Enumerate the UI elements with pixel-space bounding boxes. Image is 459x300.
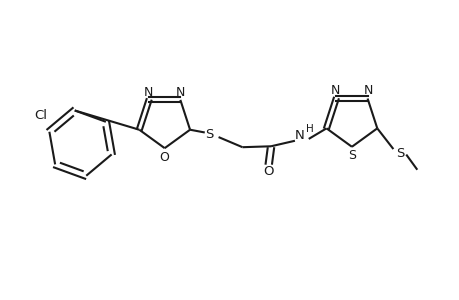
Text: N: N (176, 85, 185, 99)
Text: O: O (263, 165, 274, 178)
Text: N: N (294, 129, 304, 142)
Text: N: N (330, 84, 340, 97)
Text: Cl: Cl (34, 109, 47, 122)
Text: H: H (305, 124, 313, 134)
Text: O: O (159, 151, 169, 164)
Text: S: S (347, 149, 355, 163)
Text: S: S (395, 147, 403, 160)
Text: S: S (205, 128, 213, 141)
Text: N: N (363, 84, 372, 97)
Text: N: N (144, 85, 153, 99)
